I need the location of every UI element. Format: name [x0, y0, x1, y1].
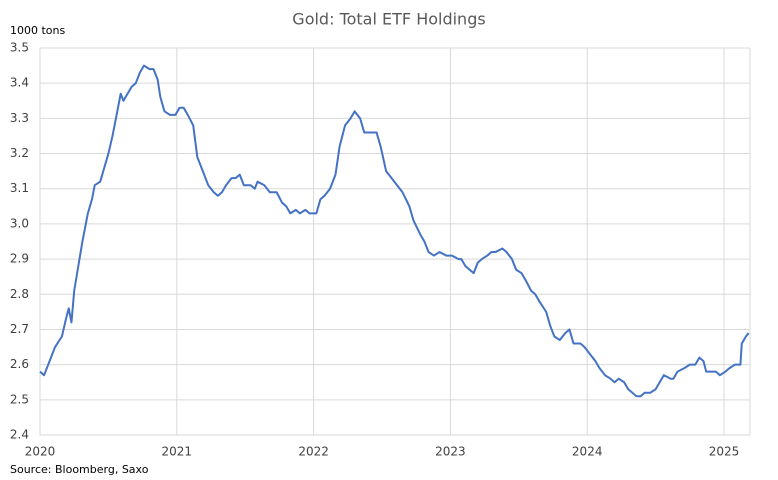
y-tick-label: 3.2 [10, 146, 29, 160]
chart-title: Gold: Total ETF Holdings [292, 10, 485, 29]
x-tick-label: 2024 [572, 445, 603, 459]
y-tick-label: 2.4 [10, 428, 29, 442]
plot-border [39, 47, 751, 436]
y-tick-label: 2.6 [10, 357, 29, 371]
y-tick-label: 3.0 [10, 216, 29, 230]
y-axis-label: 1000 tons [10, 24, 66, 37]
y-tick-label: 3.3 [10, 111, 29, 125]
y-tick-label: 2.7 [10, 322, 29, 336]
y-tick-label: 3.4 [10, 76, 29, 90]
y-tick-label: 2.9 [10, 252, 29, 266]
y-tick-label: 2.8 [10, 287, 29, 301]
source: Source: Bloomberg, Saxo [10, 463, 149, 476]
x-tick-label: 2023 [435, 445, 466, 459]
x-tick-label: 2025 [709, 445, 740, 459]
y-tick-label: 2.5 [10, 392, 29, 406]
x-tick-label: 2022 [298, 445, 329, 459]
x-tick-label: 2021 [162, 445, 193, 459]
data-line [39, 64, 750, 398]
y-tick-label: 3.1 [10, 181, 29, 195]
y-tick-label: 3.5 [10, 41, 29, 55]
x-tick-label: 2020 [25, 445, 56, 459]
